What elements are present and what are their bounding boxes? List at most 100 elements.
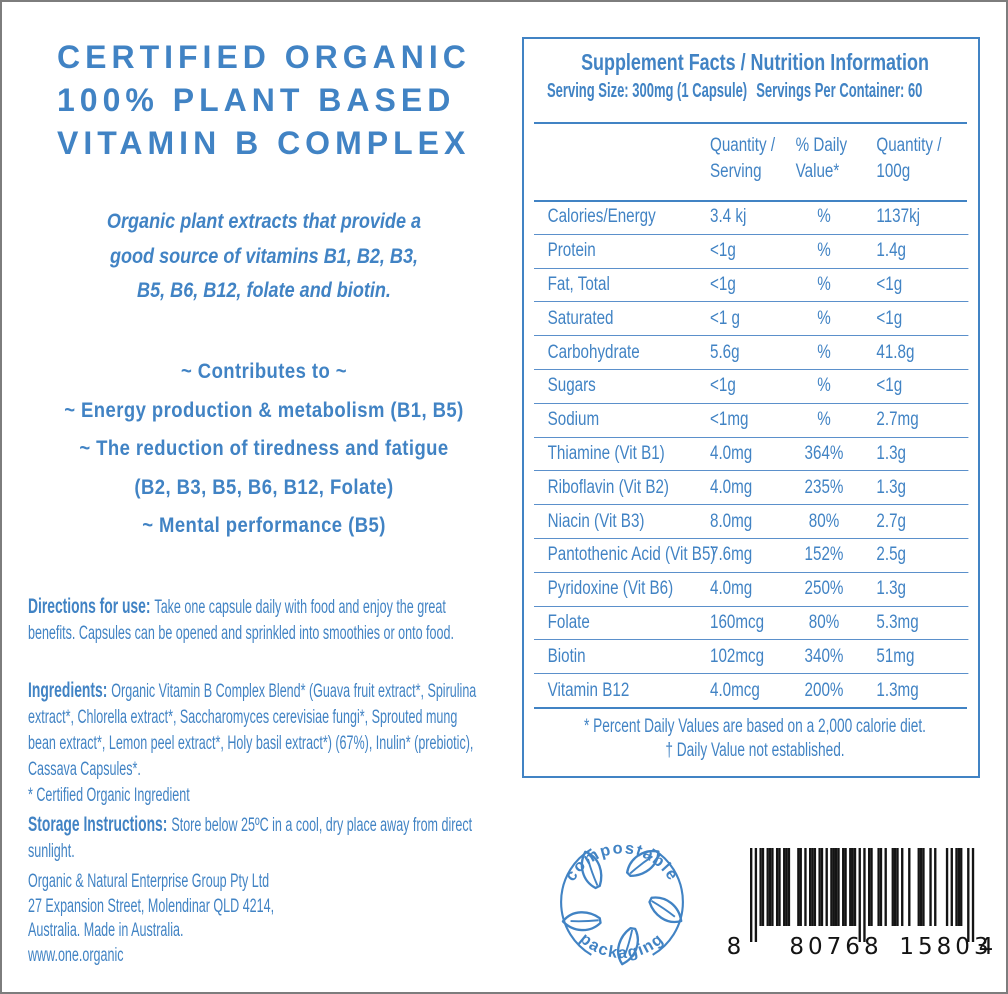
- row-nutrient-name: Fat, Total: [547, 273, 610, 295]
- directions-paragraph: Directions for use: Take one capsule dail…: [28, 594, 483, 647]
- row-quantity-per-serving: <1g: [710, 375, 736, 397]
- row-quantity-per-100g: 1.3g: [876, 442, 906, 464]
- row-nutrient-name: Riboflavin (Vit B2): [547, 476, 669, 498]
- row-quantity-per-100g: 1.3mg: [876, 679, 919, 701]
- row-nutrient-name: Calories/Energy: [547, 205, 656, 227]
- storage-text: Store below 25ºC in a cool, dry place aw…: [28, 815, 473, 862]
- badge-text-top: compostable: [562, 839, 681, 884]
- compostable-packaging-badge: compostable packaging: [560, 839, 684, 966]
- row-quantity-per-100g: 51mg: [876, 645, 915, 667]
- column-header-daily-value: % Daily Value*: [795, 135, 848, 182]
- row-quantity-per-serving: <1g: [710, 240, 736, 262]
- row-quantity-per-100g: 2.7mg: [876, 409, 919, 431]
- badge-ring-left: [560, 848, 592, 956]
- row-nutrient-name: Carbohydrate: [547, 341, 640, 363]
- barcode-digit-group: 8: [727, 934, 746, 960]
- table-row: Vitamin B12 4.0mcg 200% 1.3mg: [534, 673, 969, 707]
- row-quantity-per-serving: <1g: [710, 273, 736, 295]
- row-nutrient-name: Niacin (Vit B3): [547, 510, 645, 532]
- row-quantity-per-serving: 4.0mg: [710, 442, 753, 464]
- row-quantity-per-100g: <1g: [876, 307, 903, 329]
- row-daily-value: 364%: [804, 442, 844, 464]
- barcode-bars: [750, 848, 975, 942]
- table-row: Sugars <1g % <1g: [534, 368, 969, 403]
- table-row: Saturated <1 g % <1g: [534, 301, 969, 335]
- svg-text:compostable: compostable: [562, 839, 683, 884]
- ingredients-heading: Ingredients:: [28, 679, 108, 702]
- certified-organic-note: * Certified Organic Ingredient: [28, 785, 190, 806]
- row-quantity-per-100g: 2.7g: [876, 510, 906, 532]
- row-nutrient-name: Sodium: [547, 409, 600, 431]
- supplement-facts-panel: Supplement Facts / Nutrition Information…: [522, 37, 980, 778]
- row-quantity-per-100g: 1.4g: [876, 240, 906, 262]
- table-row: Folate 160mcg 80% 5.3mg: [534, 605, 969, 640]
- barcode: 8 80768 15803 4: [727, 848, 998, 960]
- row-quantity-per-100g: 41.8g: [876, 341, 915, 363]
- table-row: Protein <1g % 1.4g: [534, 233, 969, 268]
- table-row: Riboflavin (Vit B2) 4.0mg 235% 1.3g: [534, 470, 969, 504]
- directions-heading: Directions for use:: [28, 595, 151, 618]
- serving-info: Serving Size: 300mg (1 Capsule) Servings …: [547, 80, 976, 103]
- row-quantity-per-serving: 5.6g: [710, 341, 740, 363]
- storage-heading: Storage Instructions:: [28, 813, 168, 836]
- row-nutrient-name: Saturated: [547, 307, 614, 329]
- row-daily-value: %: [817, 240, 831, 262]
- row-quantity-per-serving: 8.0mg: [710, 510, 753, 532]
- row-nutrient-name: Vitamin B12: [547, 679, 630, 701]
- company-address: Organic & Natural Enterprise Group Pty L…: [28, 871, 275, 966]
- row-daily-value: 152%: [804, 544, 844, 566]
- divider: [534, 122, 967, 124]
- barcode-digit-group: 15803: [899, 934, 992, 960]
- row-nutrient-name: Folate: [547, 611, 590, 633]
- row-daily-value: 80%: [808, 611, 840, 633]
- svg-text:packaging: packaging: [576, 930, 667, 963]
- table-row: Pantothenic Acid (Vit B5) 7.6mg 152% 2.5…: [534, 537, 969, 572]
- divider: [534, 200, 967, 202]
- table-row: Carbohydrate 5.6g % 41.8g: [534, 335, 969, 369]
- row-quantity-per-100g: <1g: [876, 375, 903, 397]
- row-daily-value: 340%: [804, 645, 844, 667]
- row-quantity-per-serving: 7.6mg: [710, 544, 753, 566]
- table-row: Biotin 102mcg 340% 51mg: [534, 639, 969, 673]
- row-daily-value: %: [817, 307, 831, 329]
- row-daily-value: %: [817, 375, 831, 397]
- facts-title: Supplement Facts / Nutrition Information: [581, 49, 929, 75]
- facts-rows: Calories/Energy 3.4 kj % 1137kj Protein …: [534, 200, 969, 707]
- table-row: Sodium <1mg % 2.7mg: [534, 402, 969, 437]
- row-quantity-per-100g: 1.3g: [876, 578, 906, 600]
- facts-column-headers: Quantity / Serving % Daily Value* Quantity…: [534, 133, 968, 185]
- table-row: Thiamine (Vit B1) 4.0mg 364% 1.3g: [534, 436, 969, 471]
- column-header-quantity-100g: Quantity /100g: [876, 135, 942, 182]
- row-quantity-per-100g: 1137kj: [876, 205, 921, 227]
- row-quantity-per-serving: 4.0mcg: [710, 679, 760, 701]
- badge-ring-right: [652, 848, 684, 956]
- row-quantity-per-serving: <1 g: [710, 307, 741, 329]
- benefits-list: ~ Contributes to ~ ~ Energy production &…: [64, 360, 464, 538]
- row-quantity-per-100g: 5.3mg: [876, 611, 919, 633]
- row-nutrient-name: Sugars: [547, 375, 596, 397]
- row-nutrient-name: Pyridoxine (Vit B6): [547, 578, 674, 600]
- ingredients-paragraph: Ingredients: Organic Vitamin B Complex Bl…: [28, 678, 483, 809]
- directions-text: Take one capsule daily with food and enj…: [28, 597, 454, 644]
- row-quantity-per-100g: <1g: [876, 273, 903, 295]
- table-row: Calories/Energy 3.4 kj % 1137kj: [534, 200, 968, 234]
- table-row: Niacin (Vit B3) 8.0mg 80% 2.7g: [534, 504, 969, 538]
- column-header-quantity-serving: Quantity / Serving: [710, 135, 776, 182]
- row-nutrient-name: Protein: [547, 240, 596, 262]
- row-daily-value: 235%: [804, 476, 844, 498]
- divider: [534, 707, 967, 709]
- row-daily-value: %: [817, 273, 831, 295]
- row-quantity-per-100g: 1.3g: [876, 476, 906, 498]
- row-daily-value: %: [817, 409, 831, 431]
- barcode-digit-group: 4: [979, 934, 998, 960]
- barcode-digit-group: 80768: [789, 934, 882, 960]
- row-quantity-per-serving: 102mcg: [710, 645, 765, 667]
- ingredients-text: Organic Vitamin B Complex Blend* (Guava …: [28, 681, 477, 780]
- row-daily-value: %: [817, 341, 831, 363]
- facts-footnotes: * Percent Daily Values are based on a 2,…: [584, 716, 926, 761]
- row-quantity-per-serving: 4.0mg: [710, 476, 753, 498]
- row-nutrient-name: Pantothenic Acid (Vit B5): [547, 544, 716, 566]
- row-daily-value: %: [817, 205, 831, 227]
- row-nutrient-name: Thiamine (Vit B1): [547, 442, 665, 464]
